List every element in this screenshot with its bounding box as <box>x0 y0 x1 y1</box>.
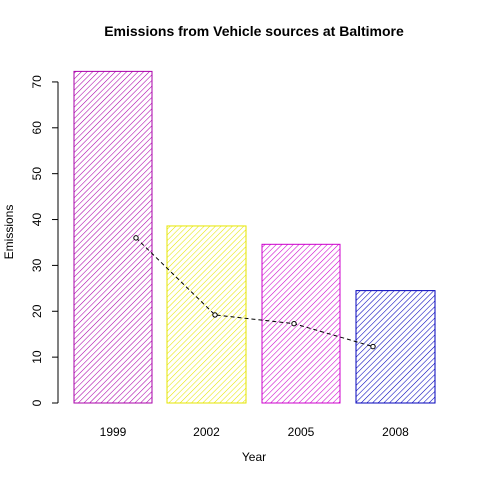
y-tick-label: 20 <box>30 304 44 318</box>
trend-point <box>212 312 218 318</box>
chart-title: Emissions from Vehicle sources at Baltim… <box>104 23 404 39</box>
y-axis-label: Emissions <box>2 205 16 260</box>
trend-point <box>291 320 297 327</box>
x-axis-label: Year <box>242 450 266 464</box>
y-tick-label: 40 <box>30 213 44 227</box>
y-axis: 0 10 20 30 40 50 60 70 <box>30 75 59 406</box>
x-tick-label: 2002 <box>193 425 220 439</box>
x-tick-label: 2005 <box>288 425 315 439</box>
y-tick-label: 50 <box>30 167 44 181</box>
bar-2005 <box>261 243 341 404</box>
trend-line <box>133 235 376 350</box>
x-tick-labels: 1999 2002 2005 2008 <box>100 425 410 439</box>
bars <box>73 70 436 404</box>
y-tick-label: 0 <box>30 399 44 406</box>
trend-point <box>133 235 139 241</box>
y-tick-label: 70 <box>30 75 44 89</box>
y-tick-label: 30 <box>30 258 44 272</box>
trend-line-path <box>135 237 374 348</box>
x-tick-label: 1999 <box>100 425 127 439</box>
x-tick-label: 2008 <box>382 425 409 439</box>
bar-1999 <box>73 70 153 404</box>
y-tick-label: 60 <box>30 121 44 135</box>
y-tick-label: 10 <box>30 350 44 364</box>
trend-point <box>370 343 376 350</box>
bar-2002 <box>166 225 247 404</box>
bar-2008 <box>355 290 436 404</box>
